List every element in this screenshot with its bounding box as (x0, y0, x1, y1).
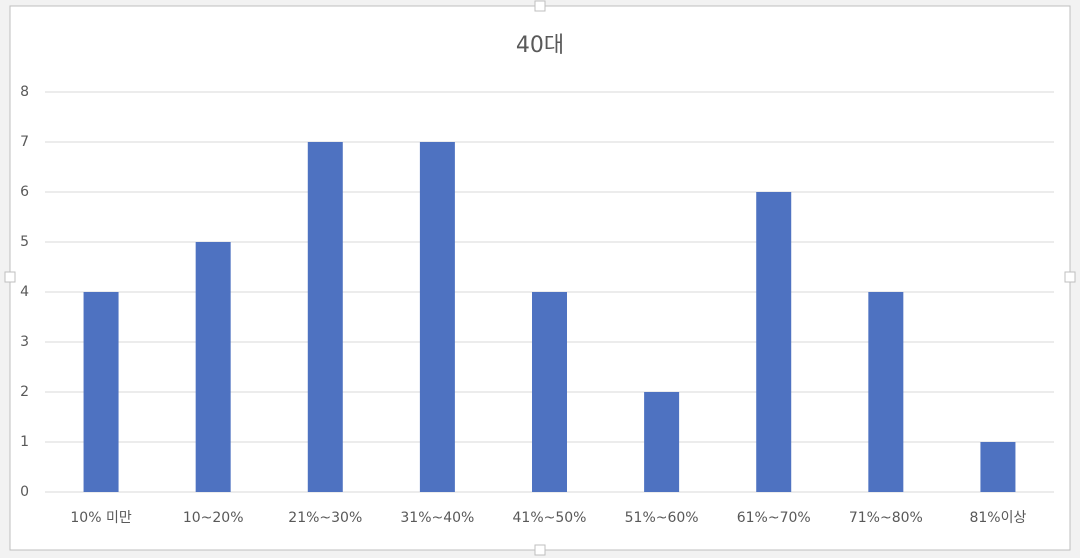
bar (532, 292, 567, 492)
x-tick-label: 31%~40% (400, 510, 474, 526)
x-tick-label: 81%이상 (969, 510, 1026, 526)
bar (644, 392, 680, 492)
x-tick-label: 21%~30% (288, 510, 362, 526)
bar (83, 292, 119, 492)
y-tick-label: 2 (20, 384, 29, 400)
y-tick-label: 0 (20, 484, 29, 500)
x-tick-label: 71%~80% (849, 510, 923, 526)
x-tick-label: 10% 미만 (70, 510, 131, 526)
y-tick-label: 4 (20, 284, 29, 300)
resize-handle[interactable] (1064, 271, 1076, 283)
bar (756, 192, 792, 492)
y-tick-label: 7 (20, 134, 29, 150)
chart-title: 40대 (516, 33, 564, 58)
y-tick-label: 5 (20, 234, 29, 250)
bar (307, 142, 343, 492)
x-tick-label: 10~20% (183, 510, 244, 526)
y-tick-label: 6 (20, 184, 29, 200)
y-tick-label: 1 (20, 434, 29, 450)
resize-handle[interactable] (534, 544, 546, 556)
x-tick-label: 51%~60% (625, 510, 699, 526)
x-tick-label: 41%~50% (513, 510, 587, 526)
bar (868, 292, 904, 492)
resize-handle[interactable] (534, 0, 546, 12)
bar (419, 142, 455, 492)
x-tick-label: 61%~70% (737, 510, 811, 526)
bar (195, 242, 231, 492)
bar (980, 442, 1016, 492)
y-tick-label: 8 (20, 84, 29, 100)
resize-handle[interactable] (4, 271, 16, 283)
y-tick-label: 3 (20, 334, 29, 350)
